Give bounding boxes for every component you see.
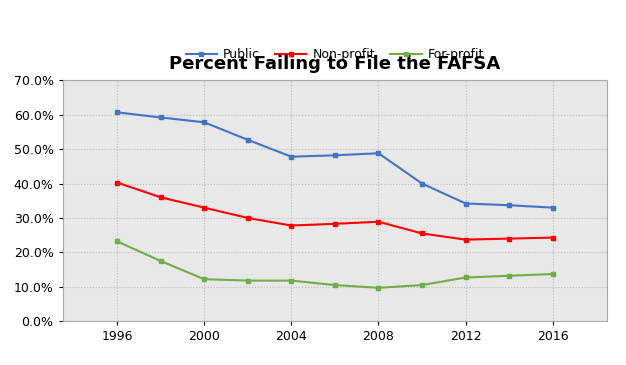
Public bbox=[549, 205, 557, 210]
For-profit bbox=[157, 259, 165, 263]
Public bbox=[200, 120, 208, 124]
Legend: Public, Non-profit, For-profit: Public, Non-profit, For-profit bbox=[181, 43, 489, 66]
Public bbox=[462, 201, 470, 206]
Non-profit bbox=[505, 237, 513, 241]
Public bbox=[113, 110, 121, 115]
For-profit bbox=[549, 272, 557, 276]
For-profit bbox=[375, 286, 382, 290]
Public bbox=[418, 181, 426, 186]
For-profit bbox=[244, 278, 252, 283]
For-profit bbox=[418, 283, 426, 287]
Public bbox=[244, 138, 252, 142]
Public bbox=[287, 154, 295, 159]
Line: Public: Public bbox=[115, 110, 555, 210]
Non-profit bbox=[375, 220, 382, 224]
Line: Non-profit: Non-profit bbox=[115, 180, 555, 242]
For-profit bbox=[462, 275, 470, 280]
Non-profit bbox=[113, 180, 121, 185]
Non-profit bbox=[244, 216, 252, 220]
Non-profit bbox=[200, 205, 208, 210]
For-profit bbox=[331, 283, 339, 287]
Title: Percent Failing to File the FAFSA: Percent Failing to File the FAFSA bbox=[169, 55, 501, 73]
Line: For-profit: For-profit bbox=[115, 239, 555, 290]
Non-profit bbox=[157, 195, 165, 200]
Public bbox=[375, 151, 382, 155]
For-profit bbox=[505, 274, 513, 278]
For-profit bbox=[287, 278, 295, 283]
For-profit bbox=[200, 277, 208, 281]
Public bbox=[331, 153, 339, 158]
Non-profit bbox=[331, 222, 339, 226]
Non-profit bbox=[418, 231, 426, 236]
Public bbox=[157, 115, 165, 120]
For-profit bbox=[113, 239, 121, 243]
Public bbox=[505, 203, 513, 207]
Non-profit bbox=[287, 223, 295, 228]
Non-profit bbox=[549, 235, 557, 240]
Non-profit bbox=[462, 238, 470, 242]
